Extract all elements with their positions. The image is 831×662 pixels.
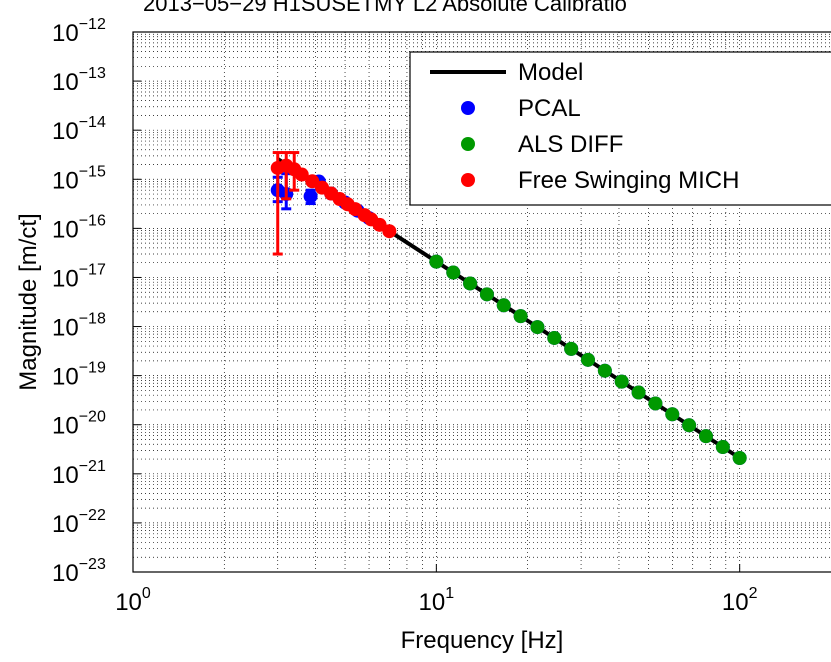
data-point: [547, 330, 562, 345]
data-point: [382, 224, 397, 239]
data-point: [581, 352, 596, 367]
legend-swatch: [461, 173, 475, 187]
legend-label: Model: [518, 59, 583, 86]
data-point: [496, 298, 511, 313]
data-point: [715, 440, 730, 455]
data-point: [463, 276, 478, 291]
y-tick-label: 10−19: [52, 360, 106, 391]
data-point: [564, 341, 579, 356]
y-tick-label: 10−23: [52, 556, 106, 587]
data-point: [303, 189, 318, 204]
x-tick-label: 102: [722, 585, 758, 616]
legend-label: PCAL: [518, 95, 581, 122]
y-tick-label: 10−20: [52, 409, 106, 440]
data-point: [429, 254, 444, 269]
data-point: [513, 309, 528, 324]
data-point: [479, 287, 494, 302]
data-point: [530, 320, 545, 335]
data-point: [597, 363, 612, 378]
y-tick-label: 10−15: [52, 163, 106, 194]
legend-box: [409, 51, 831, 206]
y-tick-label: 10−17: [52, 261, 106, 292]
y-tick-label: 10−12: [52, 16, 106, 47]
y-axis-label: Magnitude [m/ct]: [15, 213, 42, 390]
chart-title: 2013−05−29 H1SUSETMY L2 Absolute Calibra…: [143, 0, 627, 16]
y-tick-label: 10−16: [52, 212, 106, 243]
data-point: [614, 374, 629, 389]
y-tick-label: 10−21: [52, 458, 106, 489]
data-point: [294, 167, 309, 182]
x-tick-label: 100: [115, 585, 151, 616]
data-point: [631, 385, 646, 400]
y-tick-label: 10−22: [52, 507, 106, 538]
axes-box: [132, 31, 831, 573]
legend-label: Free Swinging MICH: [518, 167, 739, 194]
y-tick-label: 10−13: [52, 65, 106, 96]
data-point: [732, 451, 747, 466]
legend: Model PCAL ALS DIFF Free Swinging MICH: [409, 51, 831, 206]
data-point: [446, 265, 461, 280]
x-tick-label: 101: [419, 585, 455, 616]
data-point: [682, 418, 697, 433]
data-point: [698, 429, 713, 444]
legend-swatch: [461, 137, 475, 151]
data-point: [665, 407, 680, 422]
y-tick-label: 10−18: [52, 311, 106, 342]
legend-label: ALS DIFF: [518, 131, 623, 158]
grid: 100 101 102 10−23 10−22 10−21 10−20 10−19 10−18 1…: [52, 16, 831, 616]
plot-area: [270, 151, 747, 466]
legend-swatch: [461, 101, 475, 115]
data-point: [648, 396, 663, 411]
x-axis-label: Frequency [Hz]: [401, 627, 564, 654]
y-tick-label: 10−14: [52, 114, 106, 145]
